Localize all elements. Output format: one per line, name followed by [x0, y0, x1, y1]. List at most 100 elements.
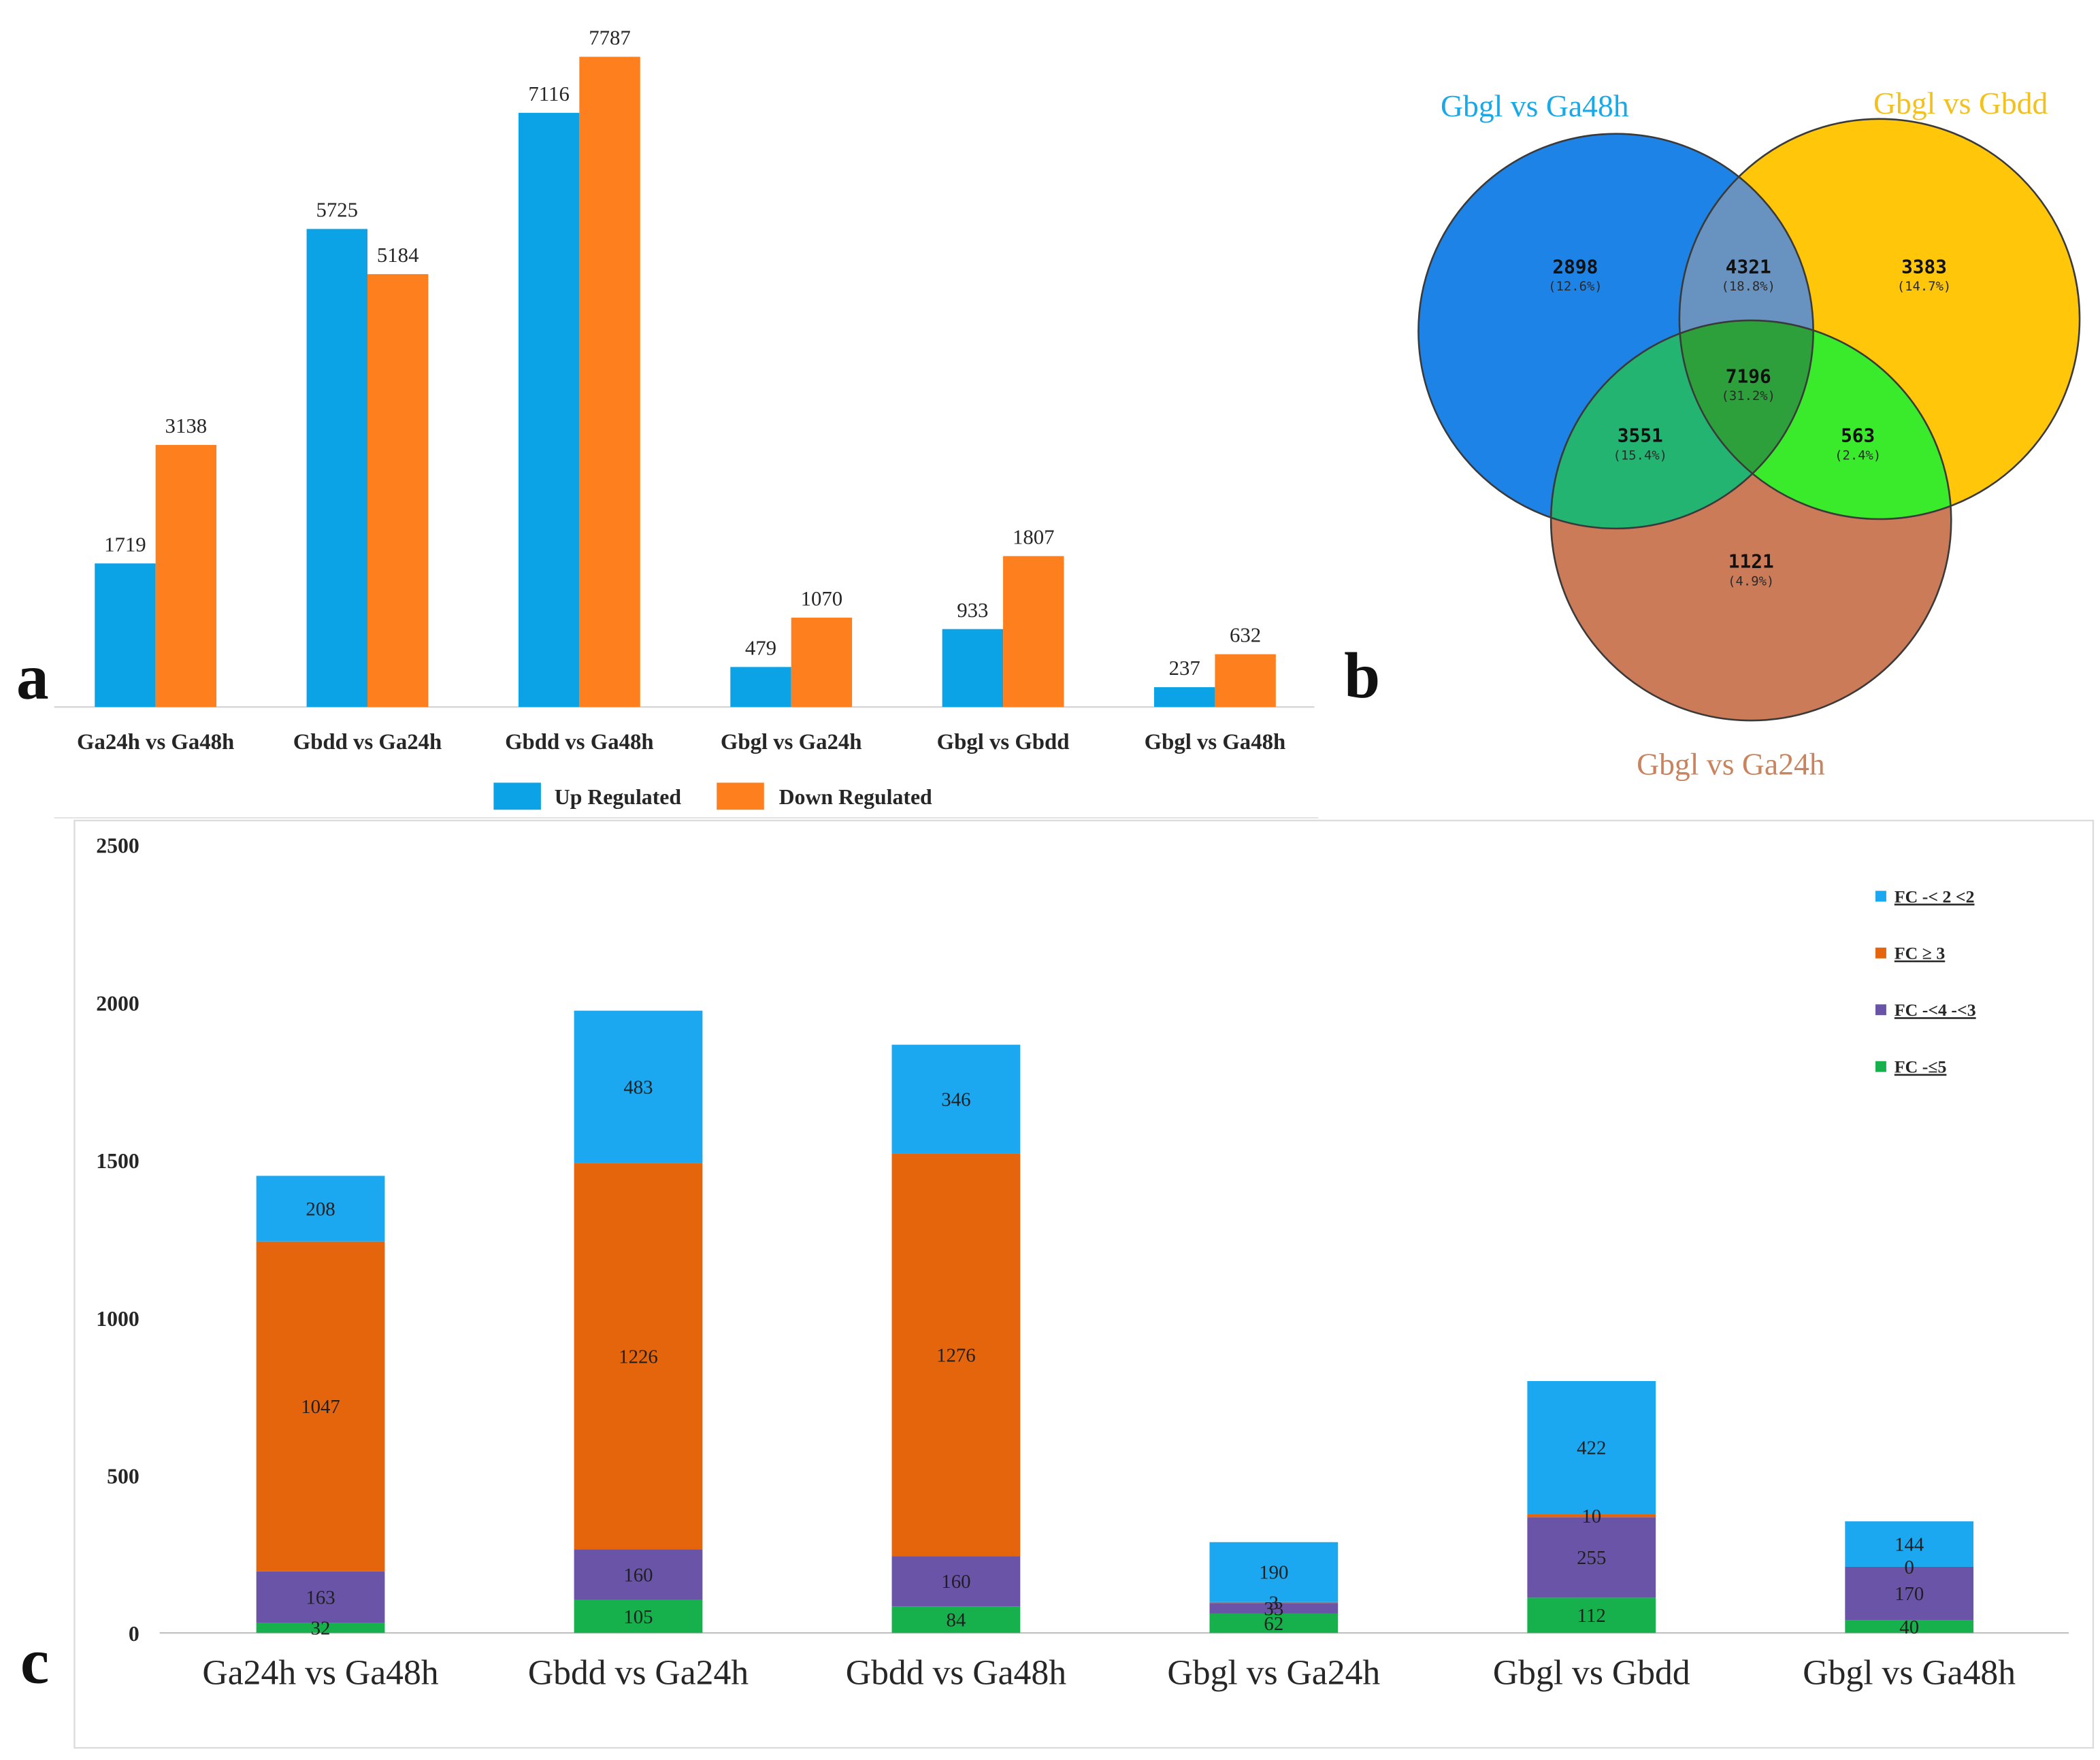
bar-segment-fc-3-gbgl-vs-gbdd	[1527, 1514, 1656, 1518]
stacked-bars	[256, 1010, 1974, 1633]
venn-percent-all: (31.2%)	[1722, 388, 1775, 403]
x-tick-labels: Ga24h vs Ga48h Gbdd vs Ga24h Gbdd vs Ga48h…	[77, 730, 1285, 754]
venn-percent-gbdd-only: (14.7%)	[1897, 279, 1951, 294]
bar-up-regulated-gbgl-vs-ga48h	[1153, 687, 1215, 708]
segment-value-label: 144	[1894, 1533, 1924, 1555]
bar-value-label: 5184	[377, 244, 419, 267]
venn-region-labels: 2898 (12.6%) 4321 (18.8%) 3383 (14.7%) 7…	[1548, 255, 1951, 588]
venn-percent-ga48h-gbdd: (18.8%)	[1722, 279, 1775, 294]
segment-value-label: 208	[306, 1198, 335, 1220]
segment-value-label: 255	[1577, 1547, 1606, 1569]
bar-segment-fc-3-gbdd-vs-ga24h	[574, 1163, 703, 1550]
bar-segment-fc-3-gbgl-vs-ga24h	[1209, 1601, 1339, 1604]
bar-down-regulated-gbgl-vs-ga24h	[791, 617, 853, 708]
x-tick-label: Ga24h vs Ga48h	[202, 1654, 438, 1693]
legend: FC -< 2 <2 FC ≥ 3 FC -<4 -<3 FC -≤5	[1875, 886, 1976, 1077]
legend-label-up-regulated: Up Regulated	[555, 785, 682, 809]
bar-up-regulated-ga24h-vs-ga48h	[95, 563, 156, 708]
chart-frame	[73, 819, 2095, 1749]
x-tick-label: Gbgl vs Gbdd	[937, 730, 1070, 754]
venn-percent-ga48h-only: (12.6%)	[1548, 279, 1602, 294]
venn-count-ga48h-ga24h: 3551	[1618, 425, 1663, 447]
venn-percent-ga24h-only: (4.9%)	[1728, 574, 1774, 588]
x-tick-label: Gbgl vs Ga24h	[1167, 1654, 1380, 1693]
venn-count-gbdd-ga24h: 563	[1841, 425, 1875, 447]
bar-segment-fc-5-gbgl-vs-ga24h	[1209, 1613, 1339, 1633]
x-tick-label: Gbgl vs Ga48h	[1803, 1654, 2016, 1693]
y-tick-label: 1000	[96, 1307, 140, 1331]
bar-segment-fc-5-gbdd-vs-ga24h	[574, 1599, 703, 1633]
panel-b-venn-diagram: 2898 (12.6%) 4321 (18.8%) 3383 (14.7%) 7…	[1344, 86, 2081, 782]
y-tick-label: 1500	[96, 1149, 140, 1173]
segment-value-label: 163	[306, 1587, 335, 1609]
legend-swatch-fc-4-3	[1875, 1004, 1886, 1016]
venn-count-ga48h-only: 2898	[1552, 255, 1598, 278]
legend-label-fc-4-3: FC -<4 -<3	[1894, 1000, 1976, 1020]
bar-value-label: 237	[1169, 657, 1200, 680]
bar-segment-fc-2-2-gbgl-vs-gbdd	[1527, 1381, 1656, 1514]
bar-value-label: 1070	[801, 587, 843, 610]
venn-set-label-ga48h: Gbgl vs Ga48h	[1441, 88, 1629, 123]
venn-percent-ga48h-ga24h: (15.4%)	[1613, 448, 1667, 463]
segment-value-label: 84	[947, 1610, 966, 1631]
segment-value-label: 1047	[301, 1396, 340, 1418]
legend: Up Regulated Down Regulated	[493, 782, 932, 810]
bar-down-regulated-gbdd-vs-ga48h	[579, 56, 640, 708]
venn-count-ga48h-gbdd: 4321	[1726, 255, 1771, 278]
legend-swatch-fc-2-2	[1875, 891, 1886, 902]
venn-outline-ga24h	[1549, 319, 1952, 722]
venn-count-ga24h-only: 1121	[1728, 550, 1774, 573]
bar-segment-fc-5-gbgl-vs-ga48h	[1845, 1620, 1974, 1633]
bar-segment-fc-3-gbdd-vs-ga48h	[891, 1153, 1021, 1557]
bar-segment-fc-4-3-gbgl-vs-gbdd	[1527, 1517, 1656, 1598]
bar-value-label: 1807	[1013, 526, 1055, 549]
x-tick-label: Gbdd vs Ga48h	[846, 1654, 1066, 1693]
legend-swatch-up-regulated	[493, 782, 541, 810]
legend-label-fc-2-2: FC -< 2 <2	[1894, 886, 1975, 906]
legend-swatch-fc-5	[1875, 1061, 1886, 1072]
segment-value-label: 422	[1577, 1438, 1606, 1459]
bar-value-label: 7787	[589, 27, 631, 50]
segment-value-label: 112	[1577, 1605, 1606, 1627]
x-tick-label: Gbgl vs Gbdd	[1493, 1654, 1690, 1693]
bar-value-label: 933	[957, 599, 988, 622]
y-tick-label: 500	[107, 1464, 140, 1488]
panel-a-bar-chart: 1719 3138 5725 5184 7116 7787 479 1070 933 1807 23…	[16, 27, 1319, 819]
bar-value-label: 632	[1230, 624, 1261, 647]
y-tick-labels: 0 500 1000 1500 2000 2500	[96, 834, 140, 1646]
bar-up-regulated-gbdd-vs-ga48h	[518, 112, 580, 708]
legend-label-fc-3: FC ≥ 3	[1894, 944, 1946, 963]
bar-down-regulated-gbgl-vs-gbdd	[1003, 556, 1064, 708]
segment-value-label: 483	[623, 1076, 653, 1098]
venn-count-gbdd-only: 3383	[1901, 255, 1947, 278]
bar-segment-fc-2-2-ga24h-vs-ga48h	[256, 1176, 385, 1242]
legend-swatch-fc-3	[1875, 947, 1886, 959]
bar-value-label: 5725	[316, 199, 359, 222]
bar-segment-fc-3-ga24h-vs-ga48h	[256, 1241, 385, 1572]
segment-value-label: 105	[623, 1606, 653, 1628]
bar-value-label: 7116	[528, 82, 569, 105]
segment-value-label: 346	[941, 1089, 970, 1111]
x-tick-labels: Ga24h vs Ga48h Gbdd vs Ga24h Gbdd vs Ga48h…	[202, 1654, 2016, 1693]
bar-segment-fc-4-3-gbdd-vs-ga24h	[574, 1549, 703, 1600]
segment-value-label: 170	[1894, 1583, 1924, 1605]
bar-up-regulated-gbgl-vs-ga24h	[730, 667, 791, 708]
segment-value-label: 10	[1581, 1506, 1601, 1527]
venn-count-all: 7196	[1726, 365, 1771, 387]
legend-swatch-down-regulated	[717, 782, 764, 810]
bar-segment-fc-2-2-gbgl-vs-ga48h	[1845, 1521, 1974, 1567]
segment-value-label: 1226	[619, 1346, 658, 1367]
y-tick-label: 2500	[96, 834, 140, 858]
bars	[95, 56, 1276, 708]
panel-c-stacked-bar-chart: 0 500 1000 1500 2000 2500 32 163 1047 208 105 160 1…	[20, 819, 2095, 1749]
bar-segment-fc-2-2-gbdd-vs-ga24h	[574, 1010, 703, 1163]
venn-outline-gbdd	[1678, 118, 2081, 520]
venn-set-labels: Gbgl vs Ga48h Gbgl vs Gbdd Gbgl vs Ga24h	[1441, 86, 2048, 782]
panel-label-a: a	[16, 641, 49, 713]
panel-label-c: c	[20, 1625, 49, 1697]
segment-value-label: 33	[1264, 1598, 1283, 1620]
segment-value-label: 32	[311, 1618, 331, 1640]
y-tick-label: 0	[129, 1622, 140, 1646]
venn-set-label-gbdd: Gbgl vs Gbdd	[1873, 86, 2048, 120]
x-tick-label: Gbdd vs Ga24h	[528, 1654, 749, 1693]
